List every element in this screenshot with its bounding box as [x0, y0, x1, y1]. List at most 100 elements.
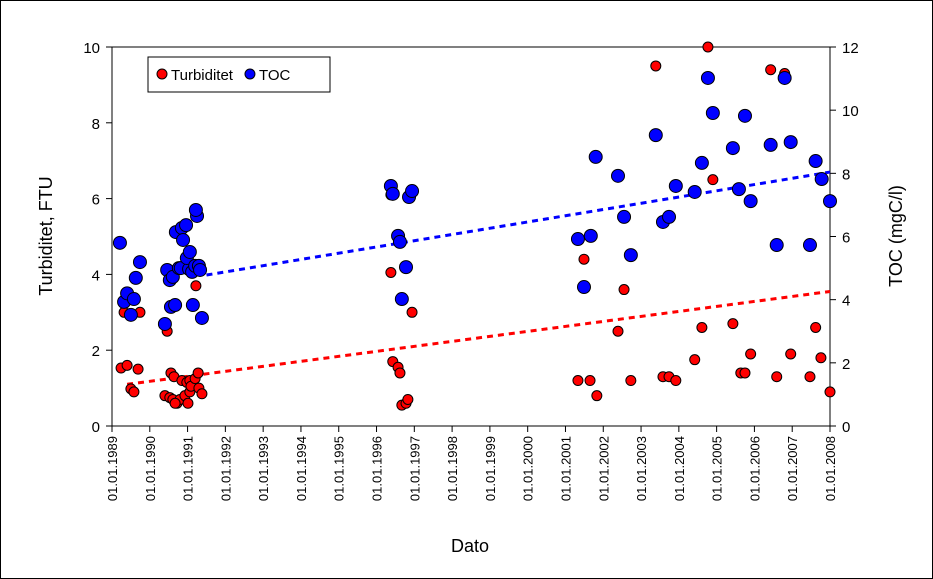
- y-tick-label: 0: [92, 419, 100, 436]
- point: [385, 267, 397, 279]
- point: [802, 238, 817, 253]
- point: [570, 232, 585, 247]
- y2-tick-label: 10: [842, 103, 859, 120]
- x-tick-label: 01.01.2005: [710, 436, 725, 501]
- point: [694, 155, 709, 170]
- point: [814, 172, 829, 187]
- y2-tick-label: 12: [842, 40, 859, 57]
- x-tick-label: 01.01.2002: [596, 436, 611, 501]
- x-tick-label: 01.01.1998: [445, 436, 460, 501]
- point: [132, 363, 144, 375]
- trend-line: [126, 289, 831, 386]
- x-tick-label: 01.01.1993: [256, 436, 271, 501]
- point: [745, 348, 757, 360]
- x-tick-label: 01.01.1994: [294, 436, 309, 501]
- x-tick-label: 01.01.2007: [785, 436, 800, 501]
- point: [687, 184, 702, 199]
- y2-tick-label: 8: [842, 166, 850, 183]
- point: [591, 390, 603, 402]
- y-tick-label: 4: [92, 267, 100, 284]
- point: [625, 375, 637, 387]
- x-tick-label: 01.01.2008: [823, 436, 838, 501]
- point: [406, 306, 418, 318]
- point: [182, 397, 194, 409]
- point: [777, 70, 792, 85]
- point: [583, 228, 598, 243]
- y-tick-label: 8: [92, 116, 100, 133]
- point: [126, 292, 141, 307]
- point: [783, 135, 798, 150]
- point: [196, 388, 208, 400]
- point: [617, 209, 632, 224]
- point: [394, 292, 409, 307]
- point: [192, 367, 204, 379]
- point: [737, 108, 752, 123]
- point: [725, 141, 740, 156]
- point: [402, 393, 414, 405]
- point: [702, 41, 714, 53]
- point: [705, 106, 720, 121]
- point: [700, 70, 715, 85]
- point: [193, 262, 208, 277]
- point: [763, 137, 778, 152]
- point: [385, 186, 400, 201]
- point: [169, 397, 181, 409]
- y-tick-label: 2: [92, 343, 100, 360]
- point: [190, 280, 202, 292]
- x-tick-label: 01.01.1996: [370, 436, 385, 501]
- point: [572, 375, 584, 387]
- x-tick-label: 01.01.1999: [483, 436, 498, 501]
- point: [765, 64, 777, 76]
- point: [157, 316, 172, 331]
- y2-tick-label: 4: [842, 293, 850, 310]
- point: [394, 367, 406, 379]
- point: [689, 354, 701, 366]
- legend-label: Turbiditet: [171, 67, 234, 84]
- x-tick-label: 01.01.1997: [407, 436, 422, 501]
- point: [739, 367, 751, 379]
- point: [696, 321, 708, 333]
- x-tick-label: 01.01.1995: [332, 436, 347, 501]
- x-tick-label: 01.01.2000: [521, 436, 536, 501]
- point: [176, 232, 191, 247]
- y2-tick-label: 6: [842, 230, 850, 247]
- point: [132, 255, 147, 270]
- y-tick-label: 6: [92, 192, 100, 209]
- point: [188, 202, 203, 217]
- point: [399, 260, 414, 275]
- point: [648, 128, 663, 143]
- point: [623, 248, 638, 263]
- plot-area: [111, 46, 831, 427]
- point: [611, 168, 626, 183]
- point: [194, 310, 209, 325]
- point: [123, 307, 138, 322]
- point: [185, 298, 200, 313]
- point: [731, 182, 746, 197]
- point: [128, 386, 140, 398]
- point: [810, 321, 822, 333]
- legend-marker: [156, 68, 168, 80]
- y-axis-label: Turbiditet, FTU: [36, 176, 56, 295]
- legend-box: [147, 56, 331, 93]
- point: [182, 244, 197, 259]
- y2-tick-label: 2: [842, 356, 850, 373]
- legend-label: TOC: [259, 67, 291, 84]
- point: [618, 284, 630, 296]
- point: [650, 60, 662, 72]
- point: [668, 178, 683, 193]
- point: [168, 298, 183, 313]
- y2-tick-label: 0: [842, 419, 850, 436]
- point: [785, 348, 797, 360]
- point: [612, 325, 624, 337]
- x-tick-label: 01.01.2004: [672, 436, 687, 501]
- x-tick-label: 01.01.2003: [634, 436, 649, 501]
- point: [121, 359, 133, 371]
- x-tick-label: 01.01.1992: [218, 436, 233, 501]
- y-tick-label: 10: [83, 40, 100, 57]
- legend-marker: [244, 68, 256, 80]
- point: [743, 194, 758, 209]
- x-tick-label: 01.01.2001: [558, 436, 573, 501]
- point: [670, 375, 682, 387]
- x-tick-label: 01.01.1991: [181, 436, 196, 501]
